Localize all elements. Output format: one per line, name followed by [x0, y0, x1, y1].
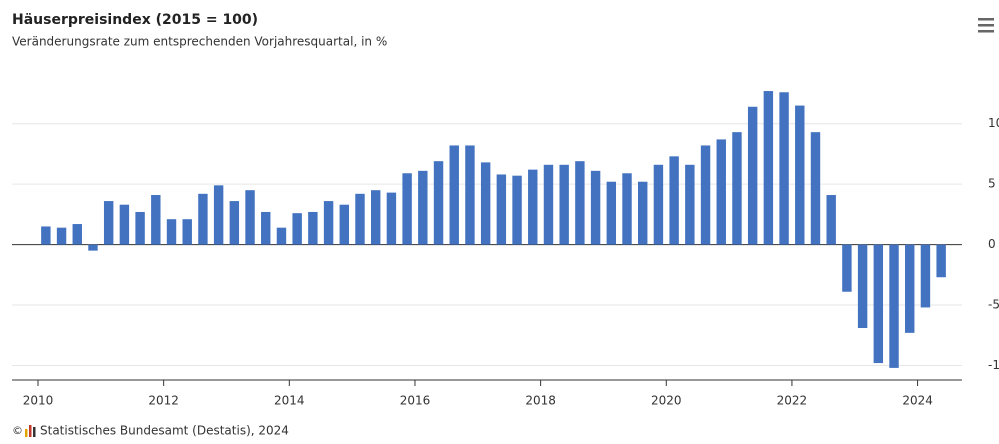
y-tick-label: 10: [988, 116, 999, 130]
bar: [936, 244, 946, 278]
bar: [465, 145, 475, 245]
bar: [669, 156, 679, 245]
bar: [418, 170, 428, 245]
bar: [182, 219, 192, 245]
bar: [496, 174, 507, 245]
bar: [512, 175, 522, 245]
x-tick-label: 2010: [23, 394, 54, 408]
bar: [103, 201, 114, 245]
bar: [559, 164, 569, 245]
chart-subtitle: Veränderungsrate zum entsprechenden Vorj…: [12, 35, 387, 49]
bar: [685, 164, 695, 245]
bar: [763, 91, 774, 245]
bar: [135, 211, 145, 245]
bar: [151, 195, 161, 245]
bar: [339, 204, 349, 245]
bar: [716, 139, 726, 245]
x-tick-label: 2024: [902, 394, 933, 408]
bar: [72, 224, 82, 245]
bar: [622, 173, 632, 245]
bar: [732, 132, 742, 245]
logo-bar: [29, 425, 32, 437]
bar: [779, 92, 789, 245]
bar: [543, 164, 554, 245]
menu-line: [978, 18, 994, 21]
bar: [606, 181, 617, 245]
bar: [905, 244, 915, 333]
bar: [261, 211, 271, 245]
bar: [386, 192, 397, 245]
bar: [889, 244, 899, 368]
menu-line: [978, 30, 994, 33]
bar: [292, 213, 302, 245]
bar: [433, 161, 444, 245]
x-tick-label: 2012: [148, 394, 179, 408]
x-tick-label: 2016: [400, 394, 431, 408]
bar: [810, 132, 821, 245]
bar: [323, 201, 334, 245]
bar: [276, 227, 287, 245]
bar: [56, 227, 67, 245]
bar: [638, 181, 648, 245]
bar: [920, 244, 931, 308]
bar: [575, 161, 585, 245]
bar: [653, 164, 664, 245]
bar: [370, 190, 381, 245]
bar: [842, 244, 852, 292]
credit: © Statistisches Bundesamt (Destatis), 20…: [12, 424, 289, 438]
bar: [213, 185, 224, 245]
bar: [229, 201, 240, 245]
bar: [590, 170, 601, 245]
menu-button[interactable]: [976, 14, 996, 36]
x-tick-label: 2022: [777, 394, 808, 408]
y-tick-label: -5: [988, 298, 999, 312]
bar: [826, 195, 836, 245]
y-tick-label: 0: [988, 237, 996, 251]
logo-bar: [25, 429, 28, 437]
x-tick-label: 2018: [525, 394, 556, 408]
y-tick-label: 5: [988, 177, 996, 191]
x-tick-label: 2014: [274, 394, 305, 408]
bar: [41, 226, 51, 245]
bar: [245, 190, 255, 245]
credit-text: Statistisches Bundesamt (Destatis), 2024: [40, 424, 289, 438]
y-tick-label: -10: [988, 358, 999, 372]
bar: [747, 106, 758, 245]
bar: [355, 193, 365, 245]
bar: [402, 173, 412, 245]
bar: [88, 244, 98, 251]
bar: [795, 105, 805, 245]
bar: [857, 244, 868, 329]
bar: [528, 169, 538, 245]
x-tick-label: 2020: [651, 394, 682, 408]
bar: [449, 145, 459, 245]
bar: [700, 145, 711, 245]
bar: [166, 219, 177, 245]
bar: [119, 204, 130, 245]
bar: [308, 211, 318, 245]
chart-title: Häuserpreisindex (2015 = 100): [12, 12, 258, 28]
menu-line: [978, 24, 994, 27]
copyright: ©: [12, 424, 23, 437]
logo-bar: [33, 427, 36, 437]
bar: [198, 193, 208, 245]
bar: [873, 244, 884, 364]
bar: [480, 162, 491, 245]
